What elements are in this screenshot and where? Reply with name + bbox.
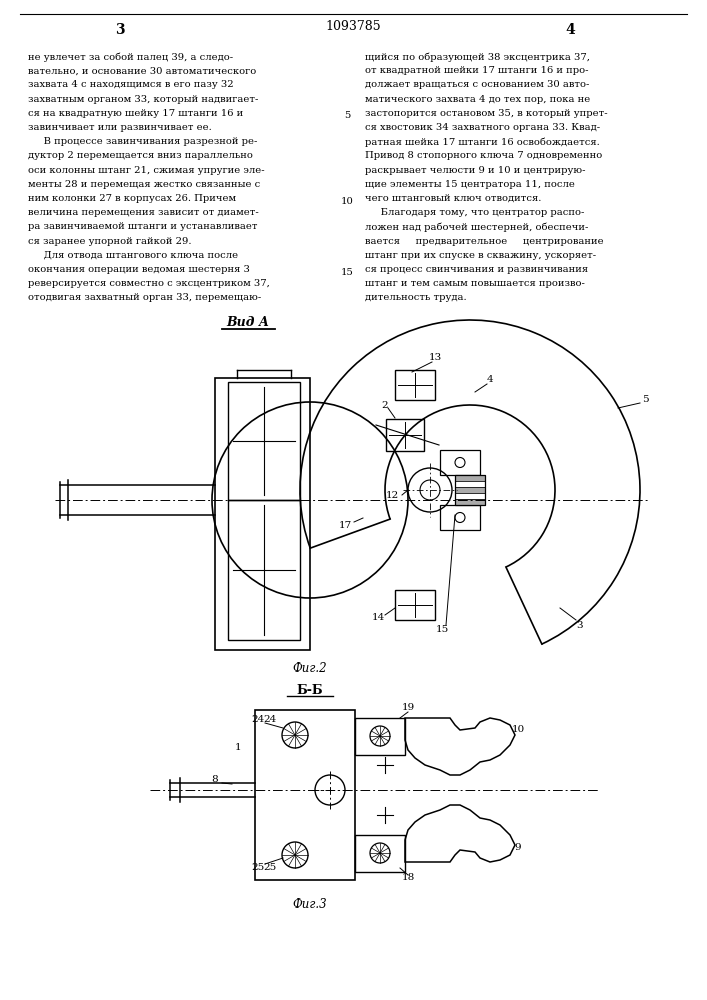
Text: 4: 4 <box>486 375 493 384</box>
Text: 1: 1 <box>235 744 241 752</box>
Text: 15: 15 <box>341 268 354 277</box>
Text: оси колонны штанг 21, сжимая упругие эле-: оси колонны штанг 21, сжимая упругие эле… <box>28 166 264 175</box>
Text: 4: 4 <box>565 23 575 37</box>
Text: 13: 13 <box>428 354 442 362</box>
Text: штанг при их спуске в скважину, ускоряет-: штанг при их спуске в скважину, ускоряет… <box>365 251 596 260</box>
Text: от квадратной шейки 17 штанги 16 и про-: от квадратной шейки 17 штанги 16 и про- <box>365 66 588 75</box>
Text: не увлечет за собой палец 39, а следо-: не увлечет за собой палец 39, а следо- <box>28 52 233 62</box>
Text: ним колонки 27 в корпусах 26. Причем: ним колонки 27 в корпусах 26. Причем <box>28 194 236 203</box>
Text: 17: 17 <box>339 520 351 530</box>
Text: 19: 19 <box>402 704 414 712</box>
Text: Фиг.3: Фиг.3 <box>293 898 327 912</box>
Text: дуктор 2 перемещается вниз параллельно: дуктор 2 перемещается вниз параллельно <box>28 151 253 160</box>
Text: ратная шейка 17 штанги 16 освобождается.: ратная шейка 17 штанги 16 освобождается. <box>365 137 600 147</box>
Bar <box>455 475 485 481</box>
Text: завинчивает или развинчивает ее.: завинчивает или развинчивает ее. <box>28 123 212 132</box>
Text: 5: 5 <box>344 111 350 120</box>
Bar <box>455 499 485 505</box>
Text: Привод 8 стопорного ключа 7 одновременно: Привод 8 стопорного ключа 7 одновременно <box>365 151 602 160</box>
Text: 9: 9 <box>515 844 521 852</box>
Text: захвата 4 с находящимся в его пазу 32: захвата 4 с находящимся в его пазу 32 <box>28 80 233 89</box>
Text: 18: 18 <box>402 874 414 882</box>
Text: 12: 12 <box>385 490 399 499</box>
Text: 2: 2 <box>382 400 388 410</box>
Bar <box>455 475 485 505</box>
Bar <box>440 505 480 530</box>
Bar <box>355 835 405 872</box>
Text: величина перемещения зависит от диамет-: величина перемещения зависит от диамет- <box>28 208 259 217</box>
Bar <box>215 378 310 650</box>
Text: 24: 24 <box>252 716 264 724</box>
Text: 14: 14 <box>371 613 385 622</box>
Text: отодвигая захватный орган 33, перемещаю-: отодвигая захватный орган 33, перемещаю- <box>28 293 262 302</box>
Text: реверсируется совместно с эксцентриком 37,: реверсируется совместно с эксцентриком 3… <box>28 279 270 288</box>
Bar <box>455 493 485 499</box>
Text: 5: 5 <box>642 395 648 404</box>
Text: раскрывает челюсти 9 и 10 и центрирую-: раскрывает челюсти 9 и 10 и центрирую- <box>365 166 585 175</box>
Bar <box>355 718 405 755</box>
Text: В процессе завинчивания разрезной ре-: В процессе завинчивания разрезной ре- <box>28 137 257 146</box>
Text: 15: 15 <box>436 626 449 635</box>
Text: вается     предварительное     центрирование: вается предварительное центрирование <box>365 237 604 246</box>
Text: захватным органом 33, который надвигает-: захватным органом 33, который надвигает- <box>28 95 258 104</box>
Text: Фиг.2: Фиг.2 <box>293 662 327 674</box>
Text: ся на квадратную шейку 17 штанги 16 и: ся на квадратную шейку 17 штанги 16 и <box>28 109 243 118</box>
Text: 25: 25 <box>264 862 276 871</box>
Text: ложен над рабочей шестерней, обеспечи-: ложен над рабочей шестерней, обеспечи- <box>365 222 588 232</box>
Text: 25: 25 <box>252 862 264 871</box>
Text: 24: 24 <box>264 716 276 724</box>
Bar <box>395 370 435 400</box>
Text: вательно, и основание 30 автоматического: вательно, и основание 30 автоматического <box>28 66 256 75</box>
Bar <box>455 481 485 487</box>
Text: должает вращаться с основанием 30 авто-: должает вращаться с основанием 30 авто- <box>365 80 590 89</box>
Bar <box>455 487 485 493</box>
Text: 1093785: 1093785 <box>325 20 381 33</box>
Bar <box>228 382 300 500</box>
Text: 3: 3 <box>115 23 125 37</box>
Bar <box>440 450 480 475</box>
Text: ся заранее упорной гайкой 29.: ся заранее упорной гайкой 29. <box>28 237 192 246</box>
Bar <box>395 590 435 620</box>
Bar <box>386 419 424 451</box>
Text: 10: 10 <box>511 726 525 734</box>
Text: щийся по образующей 38 эксцентрика 37,: щийся по образующей 38 эксцентрика 37, <box>365 52 590 62</box>
Text: 8: 8 <box>211 776 218 784</box>
Text: щие элементы 15 центратора 11, после: щие элементы 15 центратора 11, после <box>365 180 575 189</box>
Text: чего штанговый ключ отводится.: чего штанговый ключ отводится. <box>365 194 542 203</box>
Text: окончания операции ведомая шестерня 3: окончания операции ведомая шестерня 3 <box>28 265 250 274</box>
Bar <box>228 500 300 640</box>
Text: ра завинчиваемой штанги и устанавливает: ра завинчиваемой штанги и устанавливает <box>28 222 257 231</box>
Text: матического захвата 4 до тех пор, пока не: матического захвата 4 до тех пор, пока н… <box>365 95 590 104</box>
Text: ся процесс свинчивания и развинчивания: ся процесс свинчивания и развинчивания <box>365 265 588 274</box>
Text: Б-Б: Б-Б <box>297 684 323 696</box>
Text: Для отвода штангового ключа после: Для отвода штангового ключа после <box>28 251 238 260</box>
Text: Вид А: Вид А <box>226 316 269 330</box>
Text: дительность труда.: дительность труда. <box>365 293 467 302</box>
Bar <box>255 710 355 880</box>
Text: ся хвостовик 34 захватного органа 33. Квад-: ся хвостовик 34 захватного органа 33. Кв… <box>365 123 600 132</box>
Text: Благодаря тому, что центратор распо-: Благодаря тому, что центратор распо- <box>365 208 585 217</box>
Text: штанг и тем самым повышается произво-: штанг и тем самым повышается произво- <box>365 279 585 288</box>
Text: застопорится остановом 35, в который упрет-: застопорится остановом 35, в который упр… <box>365 109 607 118</box>
Text: 3: 3 <box>577 620 583 630</box>
Text: 10: 10 <box>341 197 354 206</box>
Text: менты 28 и перемещая жестко связанные с: менты 28 и перемещая жестко связанные с <box>28 180 260 189</box>
